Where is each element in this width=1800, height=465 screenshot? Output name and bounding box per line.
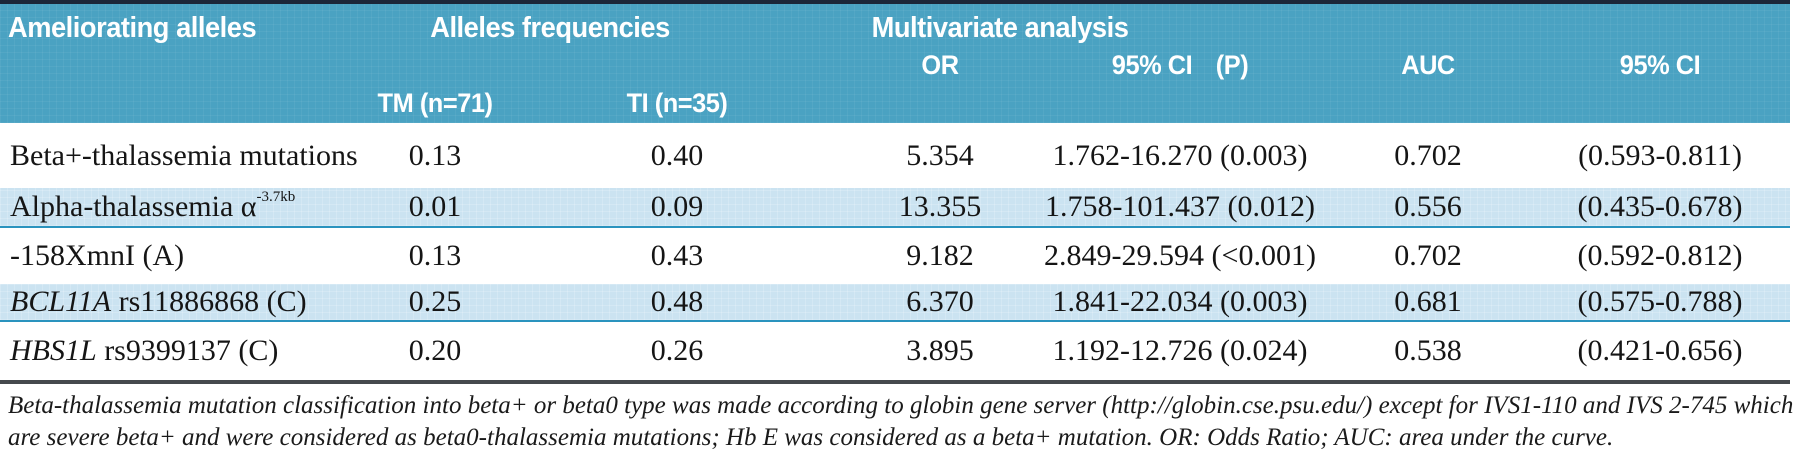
table-bottom-rule xyxy=(0,380,1790,384)
footnote-line-1: Beta-thalassemia mutation classification… xyxy=(8,392,1794,419)
column-header-95ci-auc: 95% CI xyxy=(1619,50,1701,80)
cell-allele-label: Beta+-thalassemia mutations xyxy=(10,139,358,173)
cell-ci-p: 1.192-12.726 (0.024) xyxy=(1052,334,1308,367)
cell-ti-frequency: 0.26 xyxy=(650,334,704,367)
table-row: HBS1L rs9399137 (C) 0.20 0.26 3.895 1.19… xyxy=(0,322,1790,380)
allele-label-text: -158XmnI (A) xyxy=(10,239,185,272)
cell-ti-frequency: 0.09 xyxy=(650,190,704,223)
cell-odds-ratio: 13.355 xyxy=(898,190,982,223)
table-row: Alpha-thalassemia α-3.7kb 0.01 0.09 13.3… xyxy=(0,188,1790,228)
table-row: Beta+-thalassemia mutations 0.13 0.40 5.… xyxy=(0,123,1790,188)
cell-odds-ratio: 3.895 xyxy=(906,334,974,367)
cell-tm-frequency: 0.13 xyxy=(408,239,462,272)
cell-ci-p: 2.849-29.594 (<0.001) xyxy=(1044,239,1316,272)
cell-auc-ci: (0.421-0.656) xyxy=(1577,334,1743,367)
cell-auc: 0.702 xyxy=(1394,138,1462,172)
cell-allele-label: -158XmnI (A) xyxy=(10,239,184,273)
cell-tm-frequency: 0.25 xyxy=(408,285,462,318)
cell-ci-p: 1.762-16.270 (0.003) xyxy=(1052,138,1308,172)
cell-allele-label: HBS1L rs9399137 (C) xyxy=(10,334,278,368)
column-group-multivariate-analysis: Multivariate analysis xyxy=(871,12,1129,44)
cell-ci-p: 1.758-101.437 (0.012) xyxy=(1045,190,1315,223)
cell-auc-ci: (0.575-0.788) xyxy=(1577,285,1743,318)
cell-tm-frequency: 0.20 xyxy=(408,334,462,367)
cell-auc: 0.556 xyxy=(1394,190,1462,223)
column-group-alleles-frequencies: Alleles frequencies xyxy=(430,12,670,44)
column-header-tm: TM (n=71) xyxy=(377,88,493,118)
column-header-auc: AUC xyxy=(1401,50,1455,80)
cell-auc: 0.681 xyxy=(1394,285,1462,318)
allele-label-text: Beta+-thalassemia mutations xyxy=(10,138,358,172)
cell-ti-frequency: 0.48 xyxy=(650,285,704,318)
cell-allele-label: BCL11A rs11886868 (C) xyxy=(10,285,307,319)
cell-tm-frequency: 0.01 xyxy=(408,190,462,223)
allele-label-text: rs9399137 (C) xyxy=(96,334,279,367)
cell-ti-frequency: 0.40 xyxy=(650,138,704,172)
allele-label-superscript: -3.7kb xyxy=(256,189,296,205)
cell-allele-label: Alpha-thalassemia α-3.7kb xyxy=(10,189,296,224)
gene-name-italic: HBS1L xyxy=(10,334,97,367)
footnote-line-2: are severe beta+ and were considered as … xyxy=(8,424,1614,451)
cell-odds-ratio: 5.354 xyxy=(906,138,974,172)
table-footnote: Beta-thalassemia mutation classification… xyxy=(8,390,1794,454)
cell-odds-ratio: 6.370 xyxy=(906,285,974,318)
cell-auc: 0.538 xyxy=(1394,334,1462,367)
cell-odds-ratio: 9.182 xyxy=(906,239,974,272)
column-header-or: OR xyxy=(921,50,959,80)
cell-tm-frequency: 0.13 xyxy=(408,138,462,172)
table-row: -158XmnI (A) 0.13 0.43 9.182 2.849-29.59… xyxy=(0,228,1790,284)
cell-auc-ci: (0.592-0.812) xyxy=(1577,239,1743,272)
data-table: Ameliorating alleles Alleles frequencies… xyxy=(0,0,1790,384)
column-header-p: (P) xyxy=(1215,50,1249,80)
table-row: BCL11A rs11886868 (C) 0.25 0.48 6.370 1.… xyxy=(0,284,1790,322)
table-top-rule xyxy=(0,0,1790,4)
cell-ti-frequency: 0.43 xyxy=(650,239,704,272)
cell-auc-ci: (0.435-0.678) xyxy=(1577,190,1743,223)
table-header: Ameliorating alleles Alleles frequencies… xyxy=(0,4,1790,123)
column-header-ameliorating-alleles: Ameliorating alleles xyxy=(8,12,257,44)
allele-label-text: Alpha-thalassemia α xyxy=(10,190,257,223)
cell-ci-p: 1.841-22.034 (0.003) xyxy=(1052,285,1308,318)
gene-name-italic: BCL11A xyxy=(10,285,112,318)
cell-auc: 0.702 xyxy=(1394,239,1462,272)
column-header-95ci: 95% CI xyxy=(1111,50,1193,80)
column-header-ti: TI (n=35) xyxy=(626,88,728,118)
cell-auc-ci: (0.593-0.811) xyxy=(1578,138,1742,172)
allele-label-text: rs11886868 (C) xyxy=(111,285,307,318)
